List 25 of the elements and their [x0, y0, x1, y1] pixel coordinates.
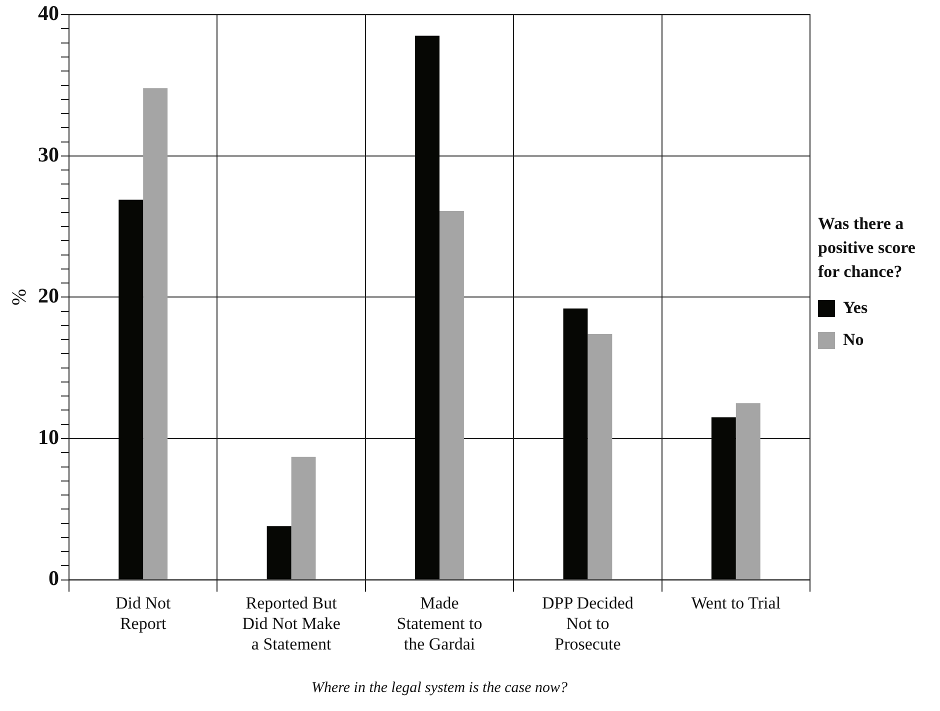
y-tick-label: 0	[48, 566, 59, 590]
x-axis-title: Where in the legal system is the case now?	[311, 680, 568, 696]
bar	[711, 417, 736, 580]
y-axis-title: %	[8, 288, 30, 306]
bar	[736, 403, 760, 580]
bar	[563, 308, 588, 580]
y-tick-label: 30	[38, 142, 59, 166]
bar	[118, 200, 144, 580]
bar	[588, 334, 612, 580]
x-tick-label: Reported But Did Not Make a Statement	[242, 593, 340, 654]
y-tick-label: 10	[38, 424, 59, 449]
y-tick-label: 40	[38, 1, 59, 26]
bar	[291, 456, 316, 580]
bar	[266, 526, 292, 580]
x-tick-label: Did Not Report	[115, 593, 171, 633]
x-tick-label: DPP Decided Not to Prosecute	[542, 593, 634, 654]
bar	[143, 88, 168, 580]
x-tick-label: Made Statement to the Gardai	[396, 593, 482, 654]
legend-title: Was there a positive score for chance?	[818, 213, 916, 283]
y-tick-label: 20	[38, 284, 59, 308]
legend-label: Yes	[843, 297, 868, 319]
legend-label: No	[843, 329, 864, 351]
bar	[440, 211, 464, 580]
bar	[415, 36, 440, 580]
x-tick-label: Went to Trial	[691, 593, 781, 612]
